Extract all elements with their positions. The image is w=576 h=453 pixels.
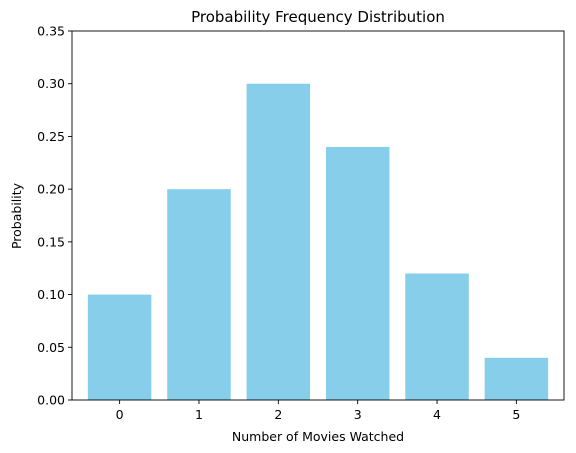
plot-frame: [71, 30, 565, 401]
x-tick-label: 4: [433, 407, 441, 422]
x-axis-title: Number of Movies Watched: [232, 429, 404, 444]
chart-title: Probability Frequency Distribution: [191, 8, 445, 26]
bars-group: [87, 83, 549, 400]
x-tick-label: 5: [512, 407, 520, 422]
y-tick-label: 0.20: [37, 182, 65, 197]
x-axis: 0 1 2 3 4 5: [116, 400, 520, 422]
x-tick-label: 2: [274, 407, 282, 422]
x-tick-label: 0: [116, 407, 124, 422]
x-tick-label: 3: [354, 407, 362, 422]
y-tick-label: 0.25: [37, 129, 65, 144]
bar-0: [87, 294, 152, 400]
y-tick-label: 0.05: [37, 340, 65, 355]
y-tick-label: 0.15: [37, 234, 65, 249]
bar-3: [325, 146, 390, 400]
bar-5: [484, 357, 549, 400]
y-axis: 0.00 0.05 0.10 0.15 0.20 0.25 0.30 0.35: [37, 24, 72, 408]
y-axis-title: Probability: [9, 182, 24, 249]
y-tick-label: 0.35: [37, 24, 65, 39]
bar-2: [246, 83, 311, 400]
y-tick-label: 0.00: [37, 393, 65, 408]
y-tick-label: 0.30: [37, 76, 65, 91]
x-tick-label: 1: [195, 407, 203, 422]
bar-1: [167, 189, 231, 400]
bar-4: [405, 273, 469, 400]
y-tick-label: 0.10: [37, 287, 65, 302]
